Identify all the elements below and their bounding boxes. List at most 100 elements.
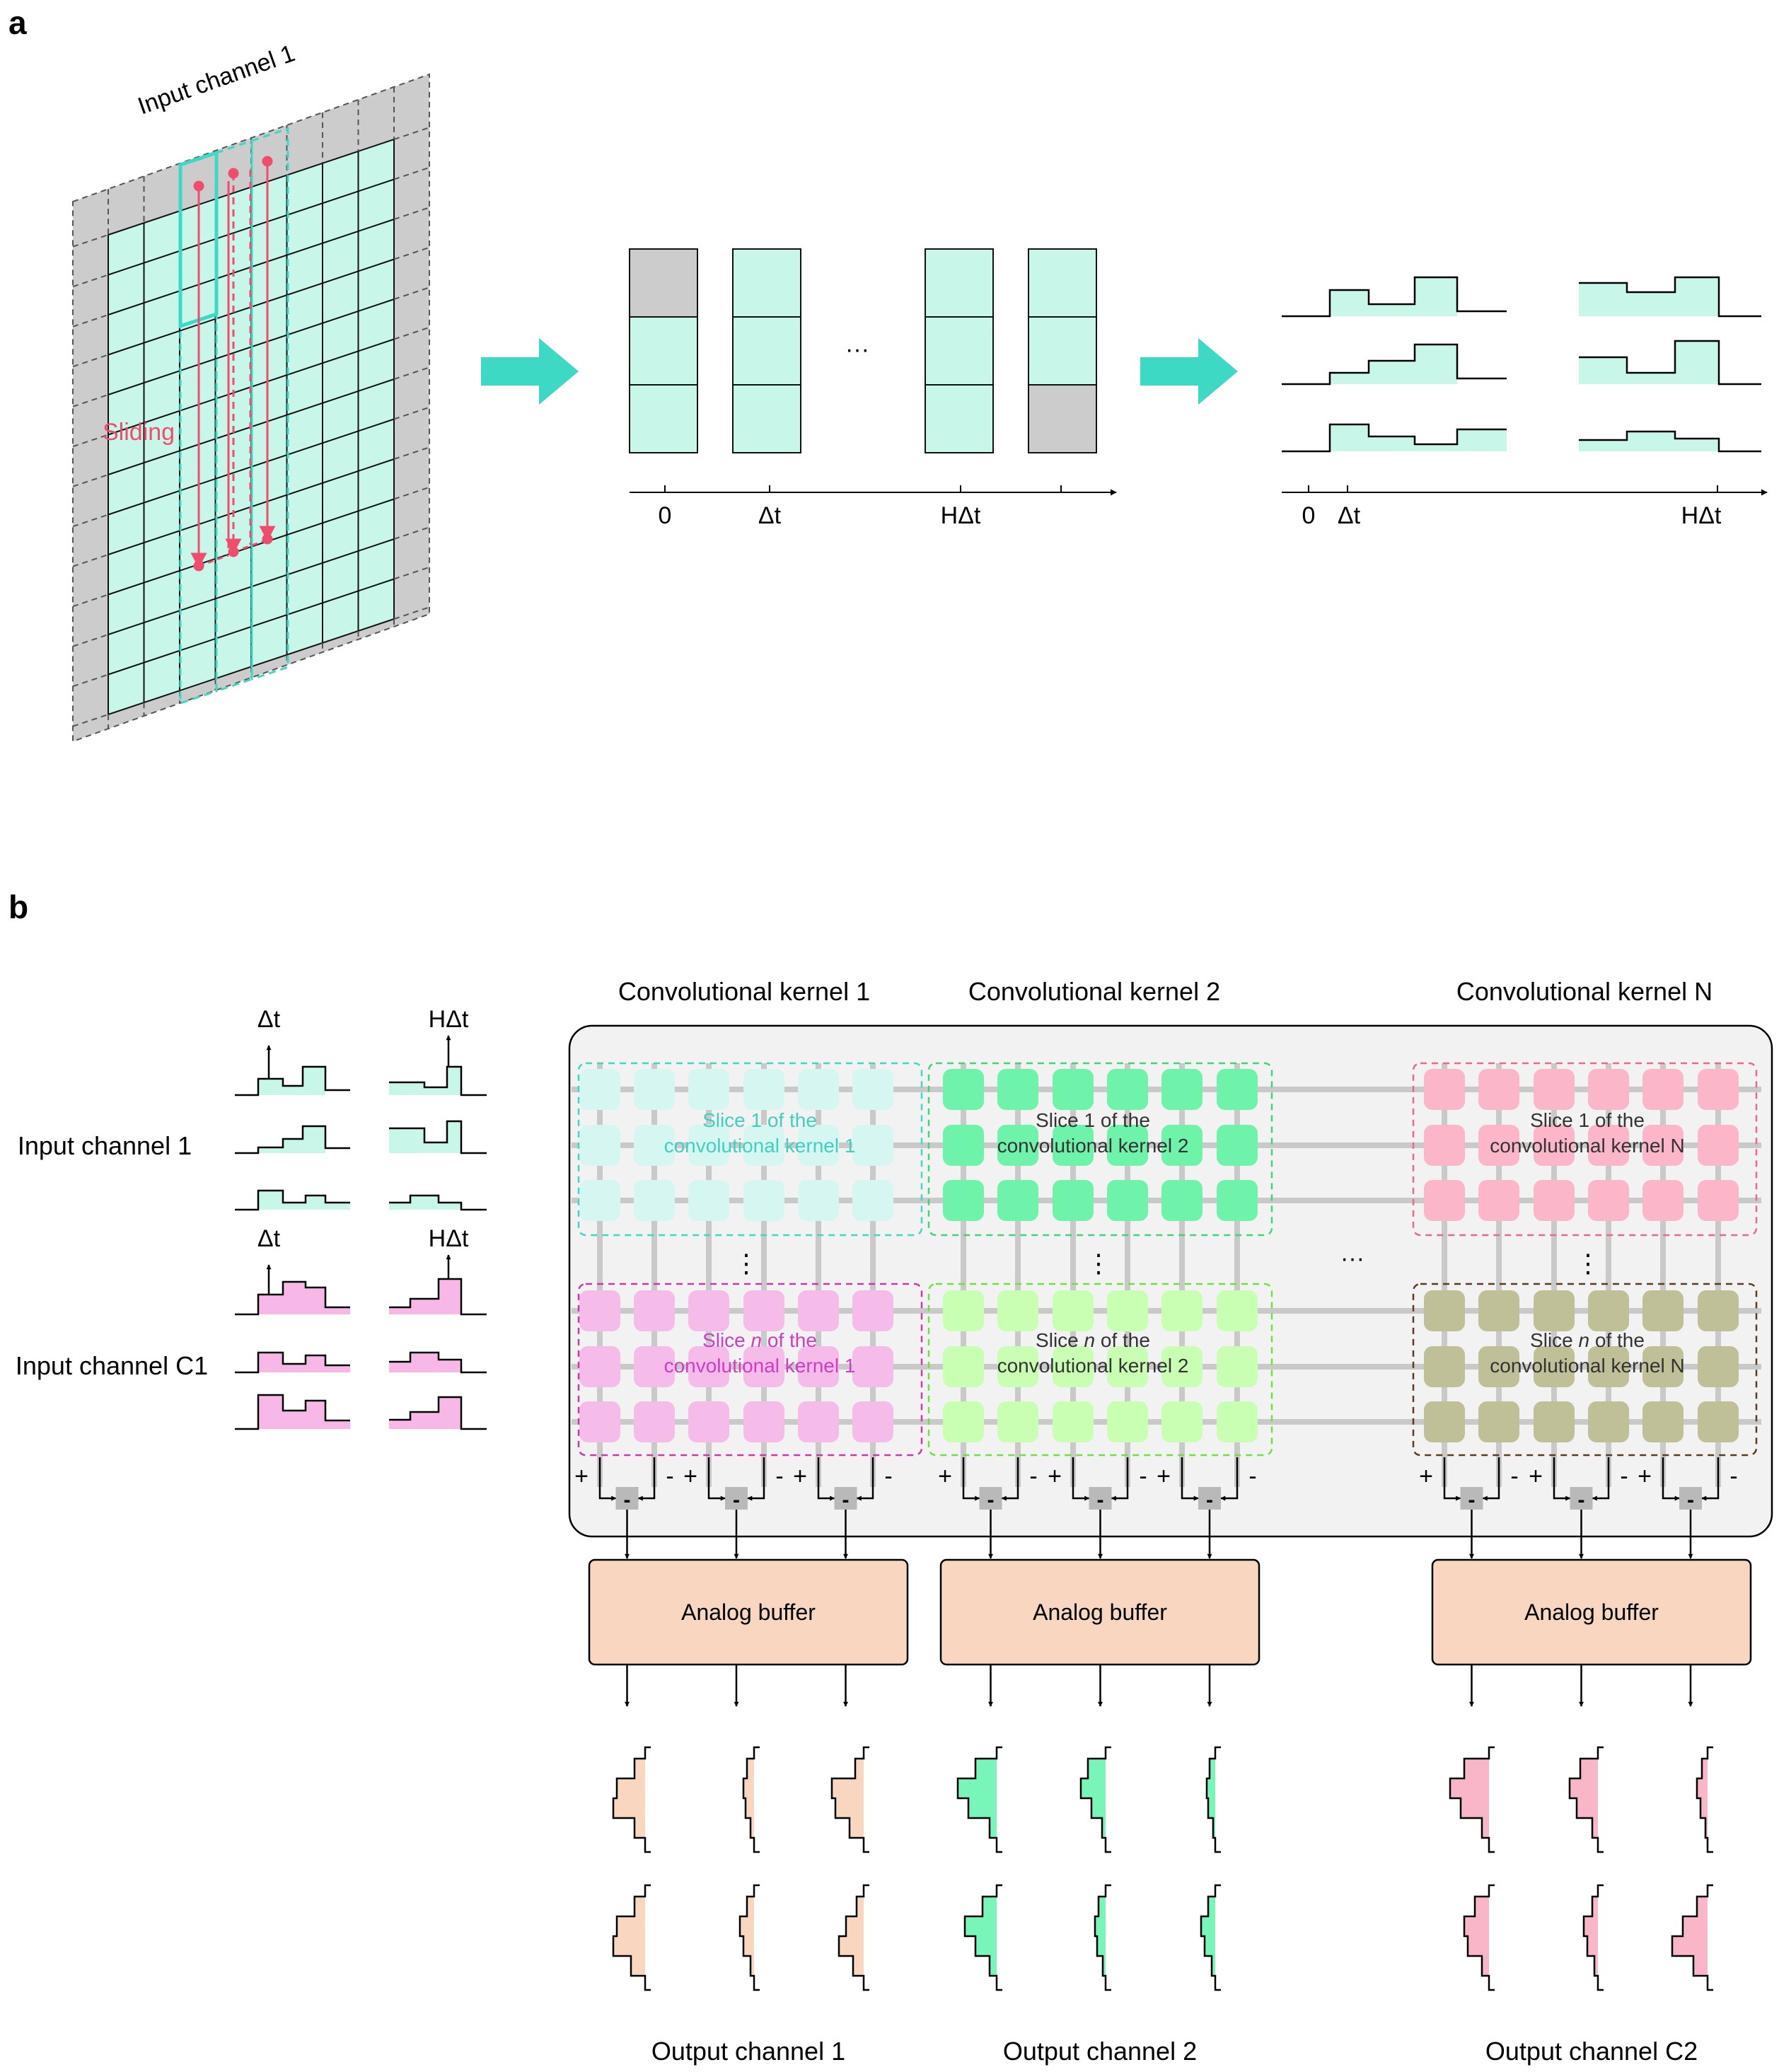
memristor-cell	[1534, 1125, 1575, 1166]
memristor-cell	[579, 1346, 620, 1387]
column-1	[732, 248, 801, 453]
memristor-cell	[997, 1346, 1038, 1387]
kernel-n-title: Convolutional kernel N	[1456, 977, 1713, 1006]
input1-hdt: HΔt	[429, 1006, 469, 1033]
memristor-cell	[852, 1401, 893, 1442]
columns-ellipsis: ···	[845, 336, 869, 363]
memristor-cell	[1161, 1346, 1203, 1387]
plus-sign: +	[683, 1463, 697, 1490]
memristor-cell	[1161, 1401, 1203, 1442]
output-pulse-line	[830, 1746, 869, 1853]
sub-wire-minus	[1001, 1457, 1019, 1501]
pulse-row-1	[1282, 276, 1761, 318]
analog-buffer-1	[588, 1558, 909, 1666]
memristor-cell	[1053, 1290, 1094, 1331]
pad-row-line	[72, 634, 109, 647]
memristor-cell	[997, 1125, 1038, 1166]
memristor-cell	[579, 1290, 620, 1331]
axis2-tick-0: 0	[1302, 502, 1316, 529]
unrolled-columns: ··· 0 Δt HΔt	[629, 248, 1117, 529]
memristor-cell	[1107, 1290, 1148, 1331]
axis1-tick-hdt: HΔt	[941, 502, 981, 529]
minus-sign: -	[775, 1463, 783, 1490]
memristor-cell	[1424, 1401, 1465, 1442]
plus-sign: +	[574, 1463, 589, 1490]
output-pulse-line	[1696, 1746, 1713, 1853]
memristor-cell	[1424, 1069, 1465, 1110]
memristor-cell	[1424, 1290, 1465, 1331]
memristor-cell	[1217, 1401, 1258, 1442]
sub-wire-plus	[598, 1457, 617, 1501]
kn-slicen-box	[1412, 1283, 1758, 1457]
pad-row-line	[393, 606, 430, 620]
memristor-cell	[1161, 1290, 1203, 1331]
output-pulse-line	[963, 1884, 1002, 1991]
memristor-cell	[798, 1401, 839, 1442]
subtractor	[725, 1487, 748, 1510]
subtractor-sign: -	[1578, 1488, 1585, 1512]
memristor-cell	[1588, 1290, 1629, 1331]
k2-slice1-label-l2: convolutional kernel 2	[997, 1135, 1189, 1157]
memristor-cell	[1217, 1346, 1258, 1387]
subtractor-sign: -	[624, 1488, 631, 1512]
subtractors: -+ --+ --+ --+ --+ --+ --+ --+ --+ -	[574, 1457, 1738, 1512]
k1-slicen-box	[577, 1283, 923, 1457]
memristor-cell	[1478, 1125, 1519, 1166]
subtractor	[1570, 1487, 1593, 1510]
memristor-cell	[852, 1346, 893, 1387]
pulse-row-3	[1282, 423, 1761, 453]
output-pulses	[612, 1746, 1713, 1991]
input-channel-1-label: Input channel 1	[18, 1131, 192, 1160]
input-grid: Input channel 1 Sliding	[72, 40, 430, 743]
sliding-label: Sliding	[103, 419, 175, 446]
memristor-cell	[579, 1401, 620, 1442]
memristor-cell	[1698, 1180, 1739, 1221]
output-pulse-fill	[613, 1897, 645, 1976]
panel-a-label: a	[8, 4, 27, 41]
pad-row-line	[393, 287, 430, 300]
output-pulse-line	[1079, 1746, 1111, 1853]
subtractor	[1679, 1487, 1702, 1510]
subtractor-sign: -	[987, 1488, 995, 1512]
sub-wire-plus	[1553, 1457, 1571, 1501]
pad-row-line	[393, 486, 430, 500]
memristor-cell	[1698, 1346, 1739, 1387]
sub-wire-minus	[1701, 1457, 1720, 1501]
memristor-cell	[1161, 1125, 1203, 1166]
memristor-cell	[634, 1125, 675, 1166]
output-pulse-fill	[613, 1759, 645, 1838]
memristor-cell	[1053, 1346, 1094, 1387]
memristor-cell	[1107, 1180, 1148, 1221]
k2-vdots: ⋮	[1086, 1249, 1111, 1278]
slice-labels: Slice 1 of the convolutional kernel 1 Sl…	[664, 1109, 1685, 1377]
memristor-cell	[852, 1125, 893, 1166]
output-pulse-line	[956, 1746, 1002, 1853]
memristor-cell	[688, 1290, 729, 1331]
output-pulse-line	[738, 1884, 760, 1991]
minus-sign: -	[1510, 1463, 1518, 1490]
pad-row-line	[72, 434, 109, 448]
memristor-cell	[634, 1180, 675, 1221]
sliding-strip-1	[179, 312, 218, 705]
memristor-cell	[997, 1401, 1038, 1442]
subtractor-sign: -	[1097, 1488, 1104, 1512]
output-pulse-line	[1094, 1884, 1111, 1991]
pad-row-line	[393, 526, 430, 540]
minus-sign: -	[884, 1463, 892, 1490]
subtractor-sign: -	[1687, 1488, 1694, 1512]
subtractor	[615, 1487, 639, 1510]
memristor-cell	[1053, 1180, 1094, 1221]
sub-wire-plus	[1072, 1457, 1090, 1501]
pad-row-line	[393, 207, 430, 220]
memristor-cell	[743, 1401, 784, 1442]
plus-sign: +	[793, 1463, 807, 1490]
axis2-tick-dt: Δt	[1338, 502, 1361, 529]
output-channel-1-label: Output channel 1	[651, 2037, 845, 2066]
k2-slicen-label-l2: convolutional kernel 2	[997, 1355, 1189, 1377]
minus-sign: -	[1029, 1463, 1037, 1490]
memristor-cell	[579, 1180, 620, 1221]
sub-wire-minus	[1111, 1457, 1129, 1501]
time-axis-2	[1282, 485, 1768, 496]
memristor-cell	[1107, 1069, 1148, 1110]
